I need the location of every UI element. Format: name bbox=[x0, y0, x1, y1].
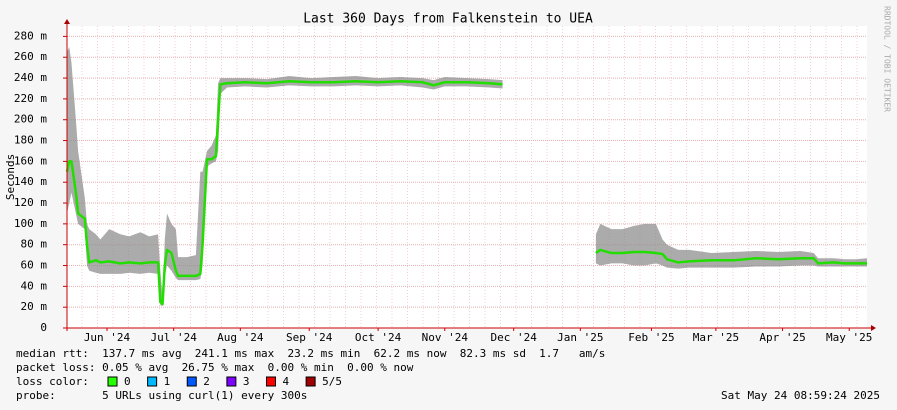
y-tick-label: 40 m bbox=[21, 279, 48, 292]
marks bbox=[65, 46, 867, 307]
legend: 0 1 2 3 4 5/5 bbox=[107, 375, 342, 388]
probe: probe: 5 URLs using curl(1) every 300s bbox=[16, 389, 307, 402]
side-text: RRDTOOL / TOBI OETIKER bbox=[883, 6, 892, 112]
y-tick-label: 180 m bbox=[14, 134, 47, 147]
y-tick-label: 240 m bbox=[14, 71, 47, 84]
y-tick-label: 120 m bbox=[14, 196, 47, 209]
legend-swatch bbox=[305, 376, 316, 387]
x-tick-label: Aug '24 bbox=[217, 331, 264, 344]
x-arrow bbox=[871, 325, 876, 331]
legend-swatch bbox=[266, 376, 276, 387]
x-tick-label: Sep '24 bbox=[286, 331, 333, 344]
legend-title: loss color: bbox=[16, 375, 89, 388]
y-tick-label: 0 bbox=[40, 321, 47, 334]
y-tick-label: 220 m bbox=[14, 92, 47, 105]
y-tick-label: 20 m bbox=[21, 300, 48, 313]
legend-label: 5/5 bbox=[322, 375, 342, 388]
grid bbox=[67, 26, 867, 328]
x-tick-label: Jan '25 bbox=[557, 331, 603, 344]
legend-label: 2 bbox=[203, 375, 210, 388]
legend-label: 3 bbox=[243, 375, 250, 388]
x-tick-label: Mar '25 bbox=[693, 331, 739, 344]
y-tick-label: 100 m bbox=[14, 217, 47, 230]
y-tick-label: 60 m bbox=[21, 259, 48, 272]
y-tick-label: 280 m bbox=[14, 29, 47, 42]
x-tick-label: Dec '24 bbox=[490, 331, 537, 344]
x-tick-label: May '25 bbox=[826, 331, 872, 344]
legend-label: 1 bbox=[164, 375, 171, 388]
y-tick-label: 80 m bbox=[21, 238, 48, 251]
chart-title: Last 360 Days from Falkenstein to UEA bbox=[303, 12, 593, 27]
y-axis-label: Seconds bbox=[4, 154, 17, 200]
y-arrow bbox=[64, 19, 70, 24]
y-tick-label: 140 m bbox=[14, 175, 47, 188]
median-line bbox=[65, 79, 867, 306]
x-tick-label: Oct '24 bbox=[355, 331, 402, 344]
x-tick-label: Feb '25 bbox=[628, 331, 674, 344]
smoke-band bbox=[67, 46, 503, 307]
plot-area bbox=[67, 26, 867, 328]
x-tick-label: Jun '24 bbox=[84, 331, 131, 344]
x-tick-label: Jul '24 bbox=[150, 331, 197, 344]
legend-swatch bbox=[147, 376, 158, 387]
y-tick-label: 160 m bbox=[14, 154, 47, 167]
x-tick-label: Apr '25 bbox=[759, 331, 805, 344]
stats-line: median rtt: 137.7 ms avg 241.1 ms max 23… bbox=[16, 347, 605, 360]
legend-swatch bbox=[107, 376, 118, 387]
legend-label: 4 bbox=[283, 375, 290, 388]
timestamp: Sat May 24 08:59:24 2025 bbox=[721, 389, 880, 402]
legend-label: 0 bbox=[124, 375, 131, 388]
x-tick-label: Nov '24 bbox=[422, 331, 469, 344]
stats-line: packet loss: 0.05 % avg 26.75 % max 0.00… bbox=[16, 361, 414, 374]
legend-swatch bbox=[226, 376, 237, 387]
y-tick-label: 200 m bbox=[14, 113, 47, 126]
y-tick-label: 260 m bbox=[14, 50, 47, 63]
legend-swatch bbox=[186, 376, 197, 387]
